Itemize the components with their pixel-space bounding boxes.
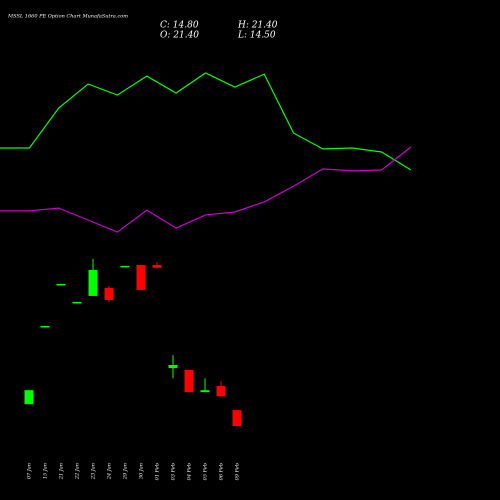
x-tick-label: 29 Jan [123, 463, 129, 480]
chart-title: MSSL 1660 PE Option Chart MunafaSutra.co… [7, 14, 128, 20]
high-label: H: 21.40 [237, 21, 278, 31]
candle-body [88, 269, 98, 296]
close-label: C: 14.80 [160, 21, 199, 31]
x-tick-label: 22 Jan [75, 463, 81, 480]
x-tick-label: 30 Jan [139, 463, 145, 479]
candle-body [40, 326, 50, 328]
candle-body [200, 390, 210, 393]
x-tick-label: 23 Jan [91, 463, 97, 480]
candle-body [136, 264, 146, 290]
x-tick-label: 01 Feb [155, 463, 161, 480]
candle-body [232, 410, 242, 427]
x-tick-label: 07 Jan [27, 463, 33, 479]
x-tick-label: 06 Feb [219, 463, 225, 480]
x-tick-label: 09 Feb [235, 463, 241, 480]
candle-body [184, 370, 194, 393]
x-tick-label: 15 Jan [43, 463, 49, 479]
candle-body [72, 301, 82, 304]
x-tick-label: 21 Jan [59, 463, 65, 480]
x-tick-label: 03 Feb [171, 463, 177, 480]
candle-body [168, 364, 178, 369]
x-tick-label: 05 Feb [203, 463, 209, 480]
low-label: L: 14.50 [237, 31, 276, 41]
candle-body [216, 386, 226, 397]
candle-body [56, 283, 66, 286]
candle-body [152, 264, 162, 268]
open-label: O: 21.40 [160, 31, 199, 41]
x-tick-label: 04 Feb [187, 463, 193, 480]
candle-body [24, 390, 34, 405]
candle-body [104, 288, 114, 301]
indicator-line [0, 146, 412, 233]
x-tick-label: 24 Jan [107, 463, 113, 480]
candle-body [120, 265, 130, 268]
indicator-line [0, 72, 412, 171]
